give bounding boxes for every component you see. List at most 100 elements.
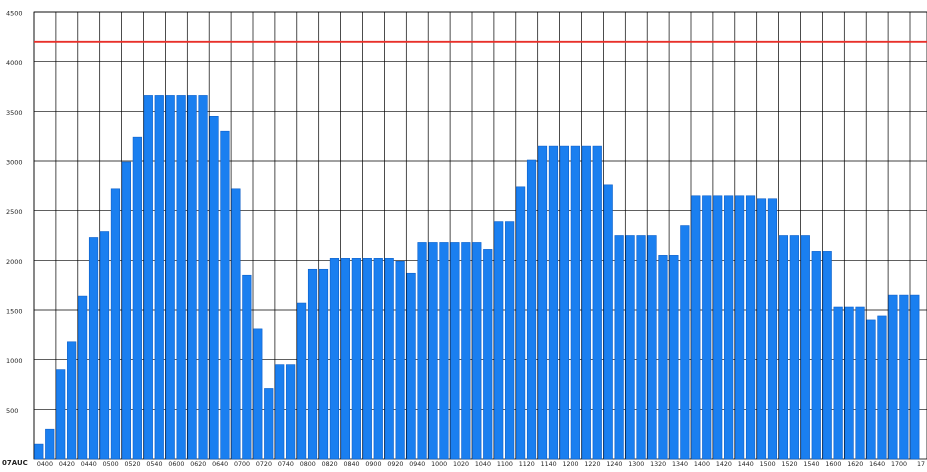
y-tick-label: 2000 [6, 258, 23, 266]
bar [318, 268, 329, 460]
y-tick-label: 1000 [6, 357, 23, 365]
bar [833, 306, 843, 460]
bar [472, 242, 482, 460]
bar [866, 319, 876, 460]
bar [658, 255, 668, 460]
bar [78, 295, 88, 460]
bar [713, 195, 723, 460]
bar [745, 195, 756, 460]
x-tick-label: 1500 [760, 461, 776, 468]
bar [811, 251, 821, 460]
y-tick-label: 3500 [6, 109, 23, 117]
x-tick-label: 0400 [37, 461, 53, 468]
x-tick-label: 1000 [431, 461, 447, 468]
bar [417, 242, 427, 460]
bar [581, 145, 591, 460]
bar [132, 136, 142, 460]
bar [778, 235, 788, 460]
x-tick-label: 1300 [628, 461, 644, 468]
x-tick-label: 0840 [344, 461, 360, 468]
bar [461, 242, 471, 460]
x-tick-label: 1700 [891, 461, 907, 468]
x-tick-label: 1620 [847, 461, 863, 468]
bar [253, 328, 263, 460]
x-tick-label: 1020 [453, 461, 469, 468]
x-tick-label: 1340 [672, 461, 688, 468]
bar [198, 95, 208, 460]
bar [548, 145, 559, 460]
bar [592, 145, 602, 460]
bar [329, 258, 340, 460]
bar [209, 116, 219, 460]
x-tick-label: 0720 [256, 461, 272, 468]
bar [724, 195, 734, 460]
bar [286, 364, 296, 460]
bar [855, 306, 865, 460]
bar [910, 294, 920, 460]
bar [242, 274, 252, 460]
bar [143, 95, 153, 460]
bar [756, 198, 767, 460]
bar [767, 198, 778, 460]
x-tick-label: 1440 [738, 461, 754, 468]
y-tick-label: 500 [6, 407, 18, 415]
x-tick-label: 0800 [300, 461, 316, 468]
date-label: 07AUC [2, 459, 28, 467]
x-tick-label: 1420 [716, 461, 732, 468]
x-tick-label: 0820 [322, 461, 338, 468]
bar [734, 195, 745, 460]
bar [702, 195, 712, 460]
x-axis-ticks: 0400 0420 0440 0500 0520 0540 0600 0620 0640 0700… [37, 461, 925, 468]
bar [647, 235, 657, 460]
x-tick-label: 0940 [409, 461, 425, 468]
bar [296, 302, 307, 460]
x-tick-label: 1120 [519, 461, 535, 468]
bar [406, 272, 416, 460]
y-tick-label: 2500 [6, 208, 23, 216]
bar [526, 159, 537, 460]
bar [384, 258, 394, 460]
x-tick-label: 17 [917, 461, 925, 468]
x-tick-label: 0920 [387, 461, 403, 468]
x-tick-label: 0620 [190, 461, 206, 468]
bar [340, 258, 351, 460]
x-tick-label: 1240 [606, 461, 622, 468]
x-tick-label: 1540 [803, 461, 819, 468]
bar-series [34, 95, 920, 460]
bar [844, 306, 854, 460]
x-tick-label: 0540 [146, 461, 162, 468]
bar [800, 235, 810, 460]
bar [899, 294, 909, 460]
bar [570, 145, 580, 460]
bar [669, 255, 679, 460]
bar [231, 188, 241, 460]
bar [45, 428, 55, 460]
bar [515, 186, 526, 460]
bar [888, 294, 898, 460]
bar [362, 258, 372, 460]
bar [691, 195, 701, 460]
x-tick-label: 0600 [168, 461, 184, 468]
bar [428, 242, 438, 460]
bar [373, 258, 383, 460]
bar [680, 225, 690, 460]
x-tick-label: 1100 [497, 461, 513, 468]
bar [121, 161, 131, 460]
x-tick-label: 1600 [825, 461, 841, 468]
bar [439, 242, 449, 460]
bar [264, 388, 274, 460]
bar [614, 235, 624, 460]
bar [176, 95, 186, 460]
bar [110, 188, 121, 460]
x-tick-label: 1040 [475, 461, 491, 468]
x-tick-label: 1320 [650, 461, 666, 468]
bar [275, 364, 285, 460]
y-tick-label: 4000 [6, 59, 23, 67]
bar [88, 237, 99, 460]
x-tick-label: 0420 [59, 461, 75, 468]
y-tick-label: 1500 [6, 308, 23, 316]
bar [789, 235, 799, 460]
bar [450, 242, 460, 460]
x-tick-label: 1400 [694, 461, 710, 468]
